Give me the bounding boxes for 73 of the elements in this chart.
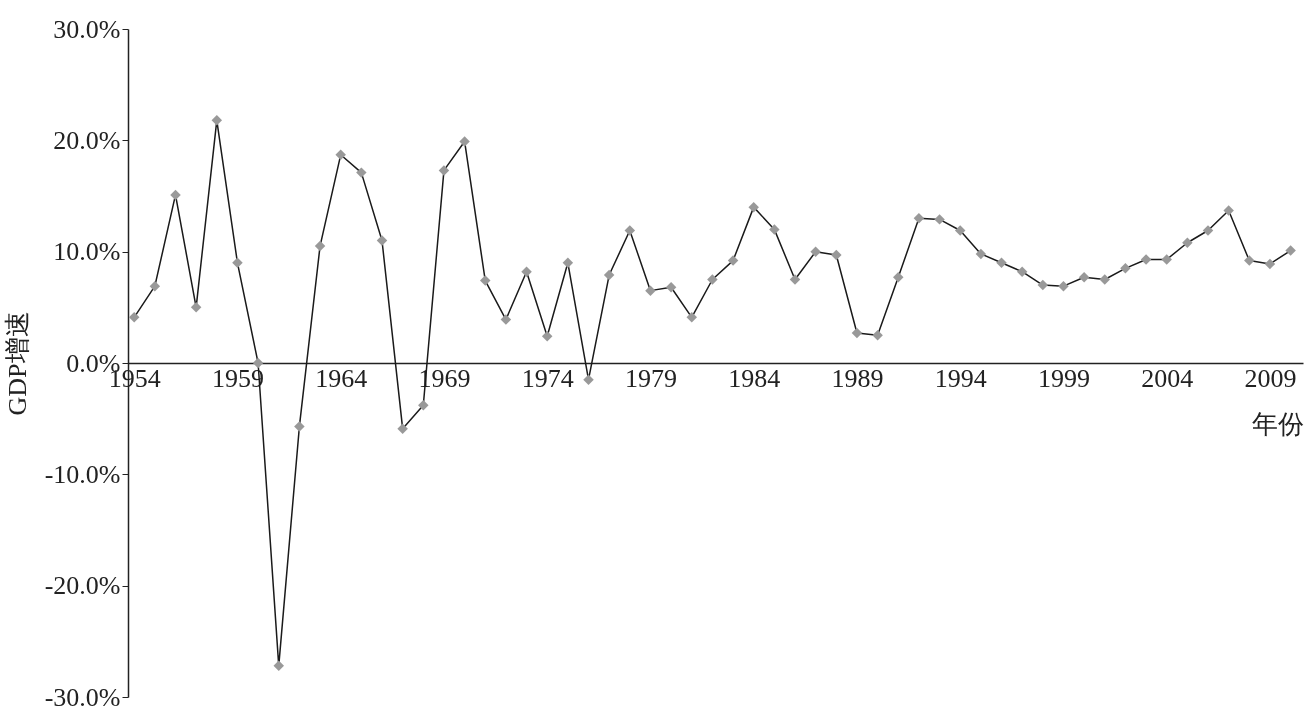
point [541, 331, 553, 342]
x-tick-label: 2004 [1141, 363, 1194, 393]
y-axis-title: GDP增速 [2, 311, 32, 416]
point [934, 214, 945, 225]
y-tick-label: 10.0% [53, 237, 121, 267]
point [1140, 254, 1152, 265]
x-tick-label: 1979 [624, 363, 677, 393]
point [335, 149, 346, 161]
point [645, 285, 656, 296]
x-tick-label: 1984 [728, 363, 781, 393]
point [190, 302, 202, 313]
point [1078, 272, 1090, 283]
point [397, 423, 408, 434]
point [314, 240, 326, 252]
point [1037, 279, 1049, 291]
point [975, 248, 987, 260]
point [583, 374, 594, 385]
point [748, 201, 759, 213]
point [480, 275, 491, 286]
point [851, 327, 863, 339]
point [459, 136, 470, 147]
point [1182, 237, 1193, 248]
point [294, 421, 305, 432]
point [418, 400, 429, 411]
y-tick-label: 20.0% [53, 125, 121, 155]
point [128, 312, 140, 323]
y-tick-label: 30.0% [53, 14, 121, 44]
point [996, 257, 1007, 269]
point [727, 255, 739, 266]
point [913, 213, 925, 224]
point [273, 660, 284, 672]
point [562, 257, 574, 269]
point [1120, 263, 1131, 274]
point [872, 329, 883, 341]
point [1264, 258, 1276, 270]
point [438, 165, 450, 176]
point [603, 269, 615, 281]
point [1285, 245, 1296, 256]
y-tick-label: -20.0% [44, 571, 121, 601]
point [624, 225, 636, 236]
point [149, 280, 161, 292]
x-tick-label: 1964 [315, 363, 368, 393]
point [954, 225, 966, 236]
x-tick-label: 1999 [1037, 363, 1090, 393]
point [707, 274, 718, 285]
point [686, 312, 697, 323]
point [500, 314, 512, 325]
point [356, 167, 367, 178]
point [521, 266, 532, 277]
point [810, 246, 821, 257]
x-tick-label: 1974 [521, 363, 574, 393]
point [1016, 266, 1028, 277]
point [789, 274, 801, 285]
point [376, 235, 388, 246]
point [1244, 255, 1255, 266]
x-tick-label: 1994 [934, 363, 987, 393]
y-tick-label: -30.0% [44, 682, 121, 711]
x-axis-title: 年份 [1251, 409, 1304, 439]
point [893, 272, 904, 283]
y-tick-label: -10.0% [44, 459, 121, 489]
point [665, 282, 677, 293]
point [1161, 254, 1172, 265]
point [769, 224, 780, 235]
point [211, 115, 223, 126]
point [232, 257, 243, 269]
x-tick-label: 2009 [1244, 363, 1297, 393]
point [1058, 280, 1069, 292]
point [1202, 225, 1214, 236]
point [1099, 274, 1110, 285]
x-tick-label: 1989 [831, 363, 884, 393]
point [170, 189, 181, 201]
point [1223, 205, 1234, 216]
point [831, 249, 842, 261]
